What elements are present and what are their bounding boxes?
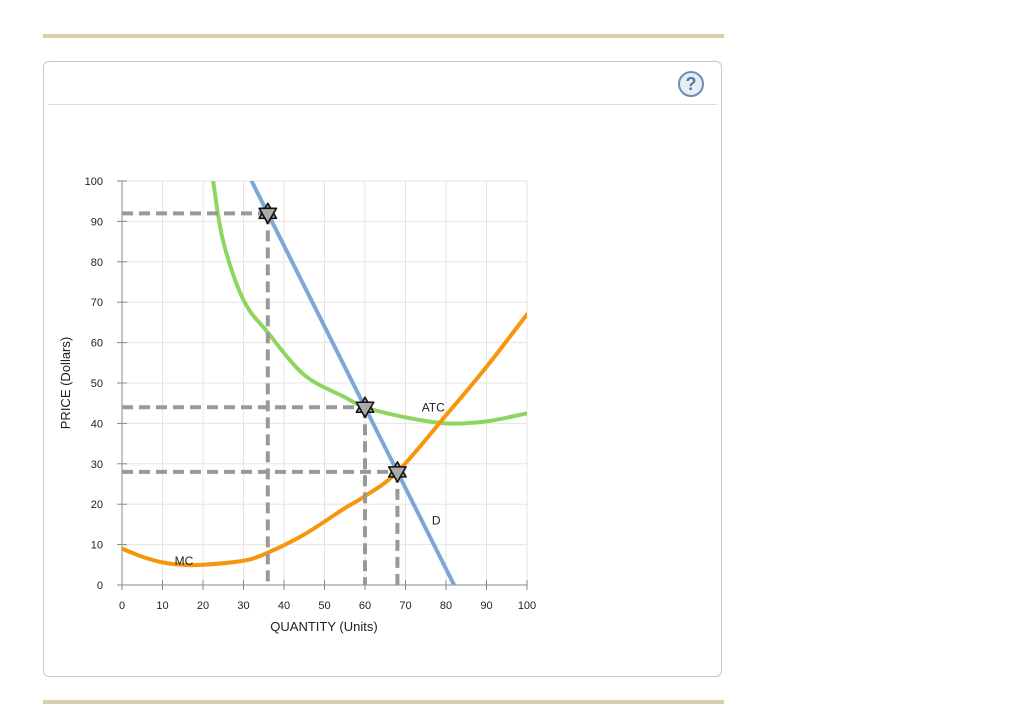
series-mc-line	[122, 312, 527, 568]
help-icon: ?	[685, 74, 697, 94]
y-tick-label: 40	[91, 418, 103, 430]
y-tick-label: 80	[91, 257, 103, 269]
x-tick-label: 50	[318, 600, 330, 612]
x-axis-label: QUANTITY (Units)	[270, 619, 377, 634]
grid	[122, 180, 528, 585]
marker-star-shape	[258, 207, 278, 225]
y-tick-label: 50	[91, 378, 103, 390]
series-d-line	[249, 181, 457, 585]
question-panel: ?	[43, 61, 722, 677]
axes: 0 10 20 30 40 50 60 70 80 90 100 0 10 20 30 40 50 60 70 80 9…	[85, 176, 537, 612]
x-tick-label: 70	[399, 600, 411, 612]
point-marker[interactable]	[387, 461, 407, 483]
markers[interactable]	[258, 202, 407, 483]
y-tick-label: 30	[91, 459, 103, 471]
y-tick-label: 100	[85, 176, 103, 188]
x-tick-label: 80	[440, 600, 452, 612]
y-tick-label: 10	[91, 540, 103, 552]
marker-star-shape	[387, 466, 407, 483]
x-tick-label: 20	[197, 600, 209, 612]
x-tick-label: 40	[278, 600, 290, 612]
y-tick-label: 0	[97, 580, 103, 592]
labels: ATC D MC	[175, 400, 445, 568]
y-tick-label: 90	[91, 216, 103, 228]
point-marker[interactable]	[258, 202, 278, 225]
series-label-mc: MC	[175, 554, 194, 568]
series-curves	[122, 181, 527, 585]
top-rule	[43, 34, 724, 38]
y-tick-label: 20	[91, 499, 103, 511]
y-axis-label: PRICE (Dollars)	[58, 337, 73, 429]
series-atc-line	[211, 181, 527, 426]
x-tick-label: 90	[480, 600, 492, 612]
x-tick-label: 100	[518, 600, 536, 612]
y-tick-label: 70	[91, 297, 103, 309]
point-marker[interactable]	[355, 396, 375, 419]
panel-divider	[48, 104, 717, 105]
help-button[interactable]: ?	[678, 71, 704, 97]
bottom-rule	[43, 700, 724, 704]
x-tick-label: 10	[156, 600, 168, 612]
series-label-atc: ATC	[422, 400, 445, 414]
x-tick-label: 0	[119, 600, 125, 612]
marker-star-shape	[355, 401, 375, 419]
series-label-d: D	[432, 513, 441, 527]
guide-lines	[122, 211, 400, 585]
x-tick-label: 60	[359, 600, 371, 612]
y-tick-label: 60	[91, 338, 103, 350]
x-tick-label: 30	[237, 600, 249, 612]
